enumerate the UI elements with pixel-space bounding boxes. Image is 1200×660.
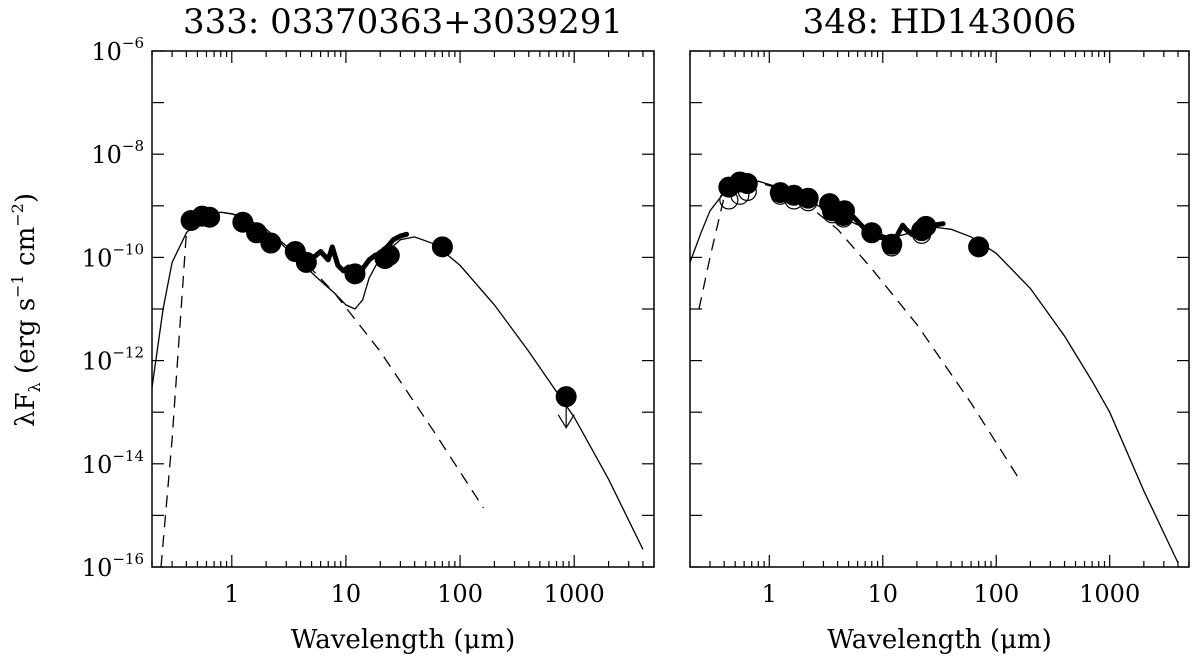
plot-frame bbox=[689, 50, 1190, 568]
photosphere-curve bbox=[160, 211, 484, 567]
plot-area bbox=[690, 171, 1179, 564]
x-tick-label: 10 bbox=[867, 580, 898, 608]
x-axis-label: Wavelength (μm) bbox=[827, 625, 1051, 655]
y-tick-label: 10−12 bbox=[82, 344, 144, 376]
data-point bbox=[431, 236, 453, 258]
data-point bbox=[295, 251, 317, 273]
data-point bbox=[915, 215, 937, 237]
panel-right: 348: HD143006 1 10 100 1000 Wavelength (μm) bbox=[689, 2, 1190, 655]
data-point bbox=[797, 187, 819, 209]
data-point bbox=[834, 200, 856, 222]
upper-limit-arrowhead bbox=[557, 414, 575, 429]
x-tick-label: 100 bbox=[437, 580, 483, 608]
x-tick-label: 1 bbox=[762, 580, 777, 608]
data-point bbox=[736, 173, 758, 195]
chart-title: 348: HD143006 bbox=[803, 2, 1077, 42]
x-tick-label: 1000 bbox=[544, 580, 605, 608]
plot-frame bbox=[151, 50, 655, 568]
photosphere-curve bbox=[698, 182, 1020, 480]
data-point bbox=[246, 222, 268, 244]
data-point bbox=[378, 244, 400, 266]
y-axis-label: λFλ (erg s−1 cm−2) bbox=[8, 193, 44, 427]
y-tick-label: 10−10 bbox=[82, 240, 144, 272]
upper-limit-point bbox=[555, 386, 577, 408]
data-point bbox=[861, 222, 883, 244]
y-tick-label: 10−14 bbox=[82, 447, 144, 479]
model-curve bbox=[690, 180, 1179, 564]
data-point bbox=[881, 233, 903, 255]
x-tick-label: 10 bbox=[331, 580, 362, 608]
data-point bbox=[260, 232, 282, 254]
model-curve bbox=[152, 211, 644, 550]
panel-left: 333: 03370363+3039291 10−6 10−8 10−10 10−12 1… bbox=[82, 2, 655, 655]
y-tick-label: 10−6 bbox=[91, 34, 144, 66]
x-axis-label: Wavelength (μm) bbox=[291, 625, 515, 655]
data-point bbox=[968, 236, 990, 258]
x-tick-label: 1 bbox=[224, 580, 239, 608]
data-point bbox=[344, 263, 366, 285]
x-tick-label: 1000 bbox=[1079, 580, 1140, 608]
y-tick-label: 10−16 bbox=[82, 550, 144, 582]
y-tick-label: 10−8 bbox=[91, 137, 144, 169]
data-point bbox=[199, 206, 221, 228]
x-tick-label: 100 bbox=[973, 580, 1019, 608]
chart-title: 333: 03370363+3039291 bbox=[183, 2, 623, 42]
plot-area bbox=[152, 205, 644, 567]
